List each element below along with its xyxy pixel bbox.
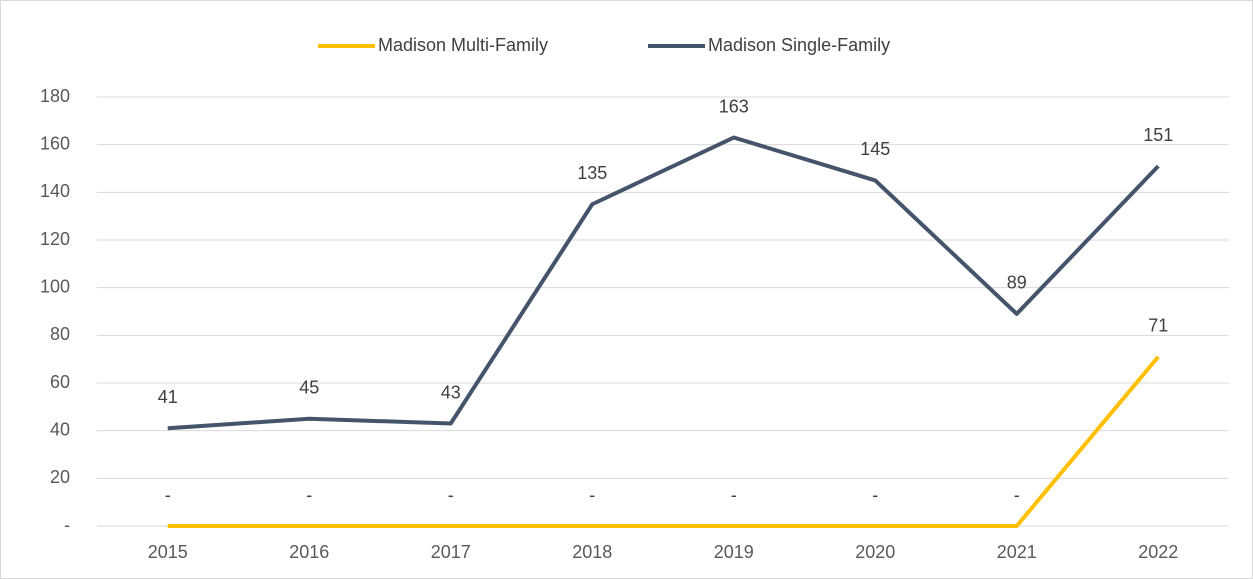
x-tick-label: 2017 xyxy=(431,542,471,562)
y-tick-label: 60 xyxy=(50,372,70,392)
data-label: - xyxy=(1014,485,1020,505)
data-label: 43 xyxy=(441,382,461,402)
y-tick-label: 160 xyxy=(40,133,70,153)
data-label: 71 xyxy=(1148,316,1168,336)
y-tick-label: 140 xyxy=(40,181,70,201)
series-line xyxy=(167,135,1160,431)
x-tick-label: 2022 xyxy=(1138,542,1178,562)
data-label: 89 xyxy=(1007,273,1027,293)
data-label: 145 xyxy=(860,139,890,159)
data-label: 163 xyxy=(719,96,749,116)
x-tick-label: 2019 xyxy=(714,542,754,562)
y-tick-label: 80 xyxy=(50,324,70,344)
legend-label: Madison Single-Family xyxy=(708,35,890,55)
y-tick-label: - xyxy=(64,515,70,535)
y-tick-label: 100 xyxy=(40,276,70,296)
y-tick-label: 40 xyxy=(50,419,70,439)
data-label: 41 xyxy=(158,387,178,407)
y-tick-label: 20 xyxy=(50,467,70,487)
data-label: - xyxy=(165,485,171,505)
data-label: - xyxy=(731,485,737,505)
legend-label: Madison Multi-Family xyxy=(378,35,548,55)
data-label: 135 xyxy=(577,163,607,183)
data-label: - xyxy=(872,485,878,505)
x-tick-label: 2015 xyxy=(148,542,188,562)
data-label: 45 xyxy=(299,378,319,398)
data-label: - xyxy=(448,485,454,505)
x-tick-label: 2021 xyxy=(997,542,1037,562)
x-tick-label: 2020 xyxy=(855,542,895,562)
data-label: - xyxy=(306,485,312,505)
series-line xyxy=(167,355,1160,528)
x-tick-label: 2016 xyxy=(289,542,329,562)
y-tick-label: 120 xyxy=(40,229,70,249)
y-tick-label: 180 xyxy=(40,86,70,106)
x-tick-label: 2018 xyxy=(572,542,612,562)
data-label: - xyxy=(589,485,595,505)
data-label: 151 xyxy=(1143,125,1173,145)
